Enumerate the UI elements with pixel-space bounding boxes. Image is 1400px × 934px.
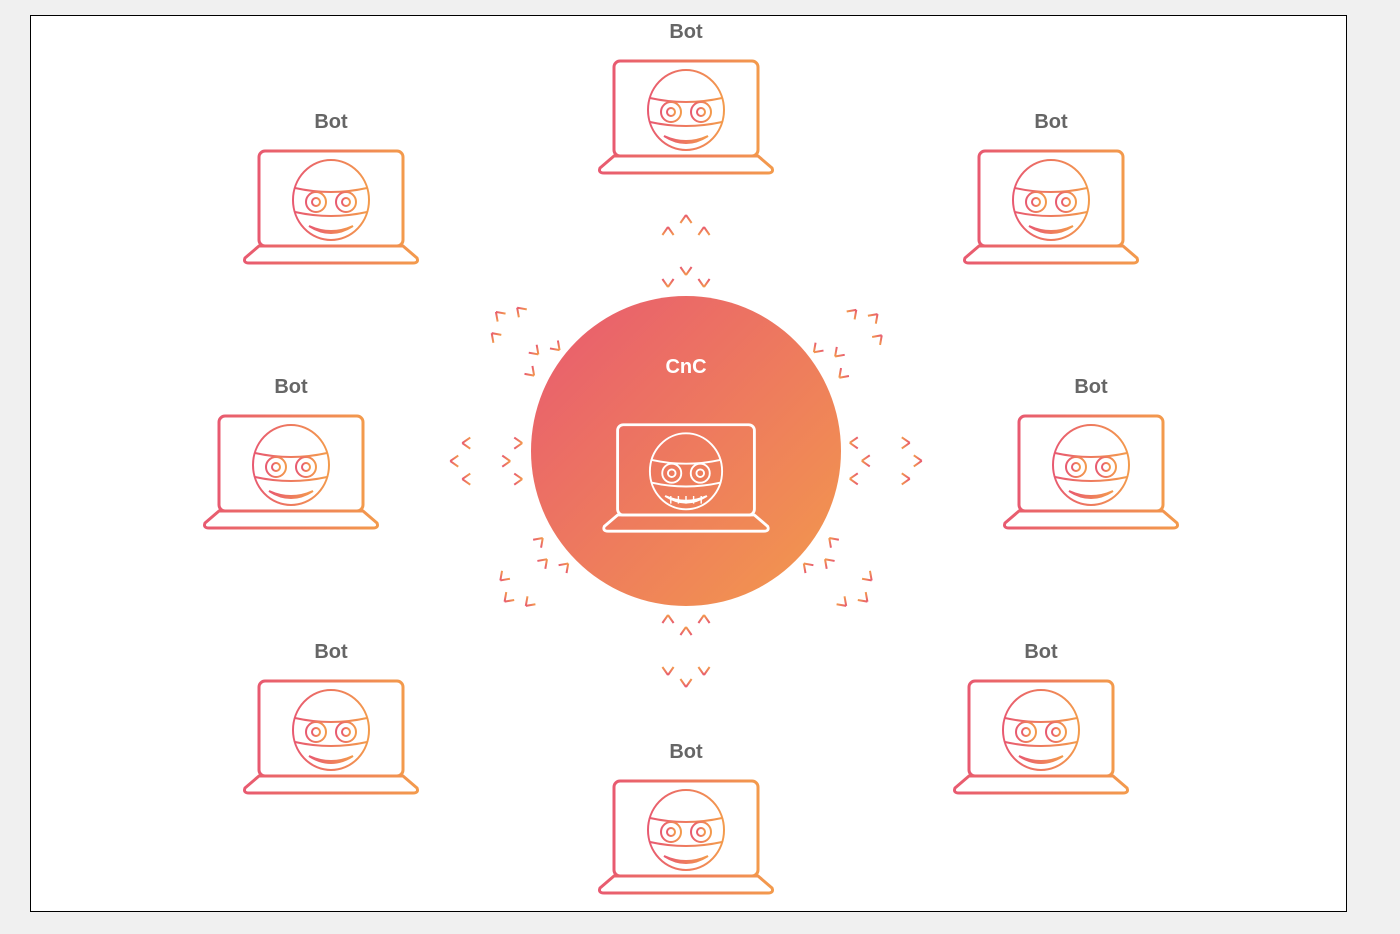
bot-bottom-right-label: Bot xyxy=(981,641,1101,664)
diagram-stage: CnC Bot Bot Bot Bot Bot Bot Bot Bot xyxy=(30,15,1347,912)
bot-bottom-left-label: Bot xyxy=(271,641,391,664)
bot-top-left-laptop-icon xyxy=(245,151,418,263)
diagram-canvas xyxy=(31,16,1346,911)
bot-right-laptop-icon xyxy=(1005,416,1178,528)
arrow-cluster xyxy=(450,438,522,485)
arrow-cluster xyxy=(488,534,572,618)
arrow-cluster xyxy=(850,437,922,484)
bot-left-laptop-icon xyxy=(205,416,378,528)
bot-bottom-laptop-icon xyxy=(600,781,773,893)
arrow-cluster xyxy=(479,295,563,379)
arrow-cluster xyxy=(662,215,709,287)
arrow-cluster xyxy=(662,615,709,687)
bot-top-laptop-icon xyxy=(600,61,773,173)
bot-top-right-laptop-icon xyxy=(965,151,1138,263)
arrow-cluster xyxy=(800,534,884,618)
bot-left-label: Bot xyxy=(231,376,351,399)
bot-right-label: Bot xyxy=(1031,376,1151,399)
cnc-circle xyxy=(531,296,841,606)
bot-top-label: Bot xyxy=(626,21,746,44)
bot-bottom-right-laptop-icon xyxy=(955,681,1128,793)
cnc-label: CnC xyxy=(626,356,746,379)
bot-bottom-label: Bot xyxy=(626,741,746,764)
bot-top-left-label: Bot xyxy=(271,111,391,134)
arrow-cluster xyxy=(810,297,894,381)
bot-bottom-left-laptop-icon xyxy=(245,681,418,793)
bot-top-right-label: Bot xyxy=(991,111,1111,134)
